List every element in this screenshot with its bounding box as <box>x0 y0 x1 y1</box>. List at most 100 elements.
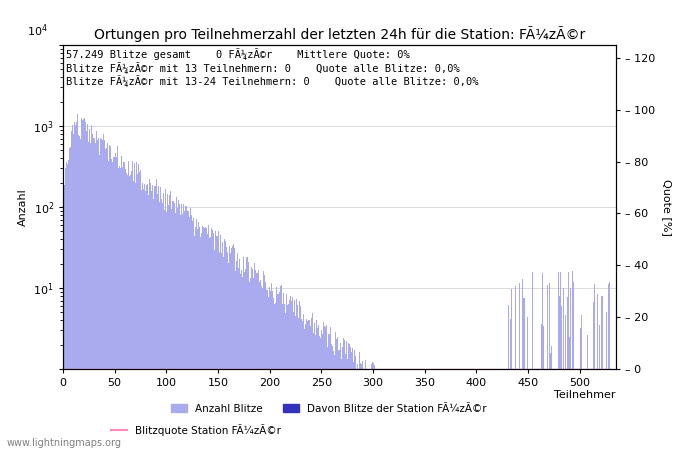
Bar <box>196 219 197 450</box>
Bar <box>564 369 565 450</box>
Bar <box>387 369 388 450</box>
Bar <box>544 369 545 450</box>
Bar <box>426 369 428 450</box>
Bar <box>294 300 295 450</box>
Bar <box>356 369 357 450</box>
Bar <box>276 288 277 450</box>
Bar <box>607 369 608 450</box>
Bar <box>458 369 459 450</box>
Bar <box>437 369 438 450</box>
Bar <box>174 202 175 450</box>
Bar <box>144 184 145 450</box>
Bar <box>509 369 510 450</box>
Bar <box>363 369 364 450</box>
Bar <box>162 193 164 450</box>
Bar <box>536 369 537 450</box>
Bar <box>515 286 517 450</box>
Bar <box>131 171 132 450</box>
Bar <box>400 369 402 450</box>
Bar <box>550 353 552 450</box>
Bar <box>305 324 307 450</box>
Bar <box>140 170 141 450</box>
Bar <box>402 369 404 450</box>
Bar <box>452 369 453 450</box>
Bar <box>209 238 210 450</box>
Bar <box>471 369 472 450</box>
Bar <box>384 369 385 450</box>
Bar <box>517 369 518 450</box>
Bar <box>560 272 561 450</box>
Bar <box>567 297 568 450</box>
Bar <box>85 122 86 450</box>
Bar <box>136 162 137 450</box>
Bar <box>416 369 417 450</box>
Bar <box>288 304 289 450</box>
Bar <box>82 120 83 450</box>
Bar <box>127 161 129 450</box>
Bar <box>105 149 106 450</box>
Bar <box>188 217 190 450</box>
Bar <box>381 369 382 450</box>
Bar <box>317 328 318 450</box>
Bar <box>507 369 508 450</box>
Bar <box>487 369 489 450</box>
Bar <box>391 369 392 450</box>
Bar <box>181 203 183 450</box>
Bar <box>99 138 101 450</box>
Bar <box>380 369 381 450</box>
Bar <box>406 369 407 450</box>
Bar <box>533 369 534 450</box>
Bar <box>108 161 109 450</box>
Bar <box>596 369 597 450</box>
Bar <box>259 282 260 450</box>
Bar <box>160 187 161 450</box>
Bar <box>415 369 416 450</box>
Bar <box>88 142 90 450</box>
Bar <box>398 369 400 450</box>
Bar <box>608 284 609 450</box>
Bar <box>565 315 566 450</box>
Bar <box>504 369 505 450</box>
Bar <box>513 369 514 450</box>
Bar <box>94 143 96 450</box>
Bar <box>379 369 380 450</box>
Bar <box>362 361 363 450</box>
Bar <box>556 369 557 450</box>
Bar <box>265 282 266 450</box>
Bar <box>149 179 150 450</box>
Bar <box>418 369 419 450</box>
Bar <box>473 369 474 450</box>
Bar <box>535 369 536 450</box>
Bar <box>449 369 450 450</box>
Bar <box>147 184 148 450</box>
Bar <box>602 297 603 450</box>
Bar <box>554 369 556 450</box>
Bar <box>234 248 235 450</box>
Bar <box>143 189 144 450</box>
Bar <box>548 369 550 450</box>
Bar <box>285 313 286 450</box>
Bar <box>229 247 230 450</box>
Bar <box>594 284 595 450</box>
Bar <box>430 369 431 450</box>
Bar <box>270 291 272 450</box>
Bar <box>475 369 476 450</box>
Bar <box>365 360 366 450</box>
Bar <box>239 259 240 450</box>
Bar <box>413 369 414 450</box>
Bar <box>605 369 606 450</box>
Bar <box>327 346 328 450</box>
Bar <box>222 242 223 450</box>
Bar <box>101 140 102 450</box>
Bar <box>405 369 406 450</box>
Bar <box>77 114 78 450</box>
Bar <box>532 272 533 450</box>
Bar <box>591 369 592 450</box>
Bar <box>483 369 484 450</box>
Bar <box>323 322 324 450</box>
Bar <box>530 369 531 450</box>
Bar <box>349 344 350 450</box>
Bar <box>355 356 356 450</box>
Bar <box>422 369 423 450</box>
Bar <box>514 369 515 450</box>
